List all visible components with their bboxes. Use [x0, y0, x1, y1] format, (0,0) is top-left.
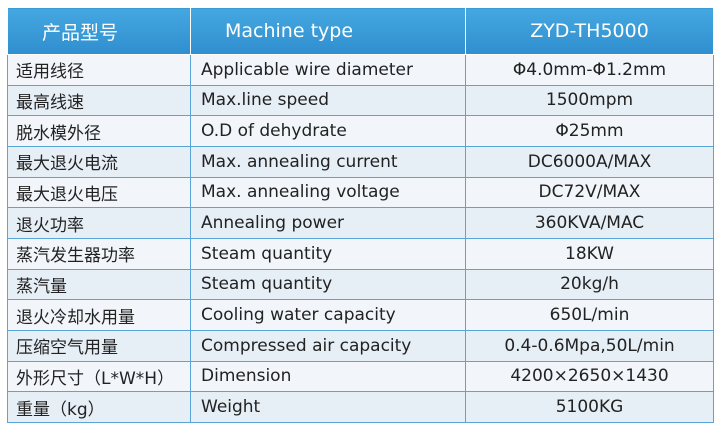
table-cell: Φ4.0mm-Φ1.2mm: [465, 54, 714, 86]
table-cell: Φ25mm: [465, 115, 714, 147]
table-cell: 最大退火电流: [7, 145, 191, 178]
table-cell: Cooling water capacity: [190, 299, 466, 331]
header-cell: Machine type: [190, 7, 466, 55]
table-cell: O.D of dehydrate: [190, 115, 466, 147]
table-cell: 压缩空气用量: [7, 329, 191, 362]
table-cell: 650L/min: [465, 299, 714, 331]
table-row: 重量（kg） Weight 5100KG: [7, 391, 714, 423]
table-cell: Dimension: [190, 360, 466, 393]
table-row: 最高线速 Max.line speed 1500mpm: [7, 84, 714, 117]
table-row: 最大退火电压 Max. annealing voltage DC72V/MAX: [7, 176, 714, 209]
table-cell: Applicable wire diameter: [190, 54, 466, 86]
table-cell: 重量（kg）: [7, 391, 191, 423]
table-cell: 退火功率: [7, 207, 191, 239]
table-cell: 最高线速: [7, 84, 191, 117]
table-cell: 蒸汽量: [7, 268, 191, 301]
table-row: 外形尺寸（L*W*H） Dimension 4200×2650×1430: [7, 360, 714, 393]
table-cell: Max. annealing voltage: [190, 176, 466, 209]
table-row: 脱水模外径 O.D of dehydrate Φ25mm: [7, 115, 714, 147]
table-cell: Max.line speed: [190, 84, 466, 117]
table-cell: DC72V/MAX: [465, 176, 714, 209]
table-cell: Weight: [190, 391, 466, 423]
table-cell: 18KW: [465, 237, 714, 270]
spec-table: 产品型号 Machine type ZYD-TH5000 适用线径 Applicabl…: [7, 7, 714, 423]
table-body: 适用线径 Applicable wire diameter Φ4.0mm-Φ1.2m…: [7, 54, 714, 423]
table-cell: Steam quantity: [190, 237, 466, 270]
table-cell: 20kg/h: [465, 268, 714, 301]
table-cell: 1500mpm: [465, 84, 714, 117]
table-cell: DC6000A/MAX: [465, 145, 714, 178]
table-row: 退火冷却水用量 Cooling water capacity 650L/min: [7, 299, 714, 331]
spec-table-container: 产品型号 Machine type ZYD-TH5000 适用线径 Applicabl…: [7, 7, 714, 423]
table-cell: 蒸汽发生器功率: [7, 237, 191, 270]
table-cell: Annealing power: [190, 207, 466, 239]
table-cell: 脱水模外径: [7, 115, 191, 147]
table-cell: 外形尺寸（L*W*H）: [7, 360, 191, 393]
table-cell: Max. annealing current: [190, 145, 466, 178]
table-cell: 适用线径: [7, 54, 191, 86]
table-row: 最大退火电流 Max. annealing current DC6000A/MAX: [7, 145, 714, 178]
table-cell: 4200×2650×1430: [465, 360, 714, 393]
table-row: 退火功率 Annealing power 360KVA/MAC: [7, 207, 714, 239]
table-row: 蒸汽量 Steam quantity 20kg/h: [7, 268, 714, 301]
table-cell: 5100KG: [465, 391, 714, 423]
table-cell: Steam quantity: [190, 268, 466, 301]
table-cell: 最大退火电压: [7, 176, 191, 209]
table-row: 适用线径 Applicable wire diameter Φ4.0mm-Φ1.2m…: [7, 54, 714, 86]
header-row: 产品型号 Machine type ZYD-TH5000: [7, 7, 714, 55]
table-row: 蒸汽发生器功率 Steam quantity 18KW: [7, 237, 714, 270]
header-cell: ZYD-TH5000: [465, 7, 714, 55]
table-row: 压缩空气用量 Compressed air capacity 0.4-0.6Mpa,…: [7, 329, 714, 362]
header-cell: 产品型号: [7, 7, 191, 55]
table-cell: 360KVA/MAC: [465, 207, 714, 239]
table-cell: 0.4-0.6Mpa,50L/min: [465, 329, 714, 362]
table-cell: 退火冷却水用量: [7, 299, 191, 331]
table-cell: Compressed air capacity: [190, 329, 466, 362]
